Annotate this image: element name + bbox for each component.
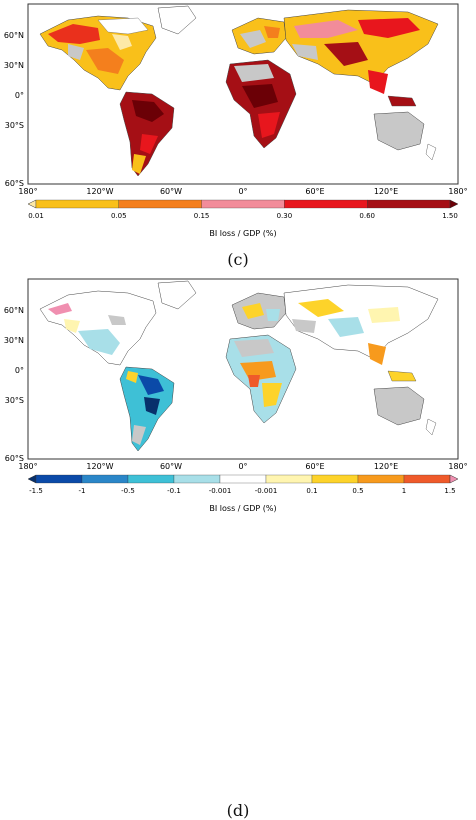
lon-tick: 120°W — [86, 462, 113, 471]
colorbar-tick-label: 0.15 — [194, 212, 210, 220]
colorbar-segment — [81, 474, 129, 484]
land-oceania — [373, 95, 437, 161]
land-asia — [283, 284, 439, 365]
land-africa — [225, 334, 297, 424]
land-asia — [283, 9, 439, 94]
lon-tick: 120°E — [374, 187, 398, 196]
lat-axis-labels: 60°N 30°N 0° 30°S 60°S — [4, 306, 24, 463]
land-south-america — [119, 91, 175, 177]
colorbar-segment — [284, 199, 368, 209]
colorbar-segment — [311, 474, 359, 484]
colorbar-tick-label: 1 — [402, 487, 406, 495]
map-panel-d: 60°N 30°N 0° 30°S 60°S 180° 120°W 60°W 0… — [0, 275, 476, 820]
lat-tick: 0° — [15, 366, 24, 375]
map-panel-c: 60°N 30°N 0° 30°S 60°S 180° 120°W 60°W 0… — [0, 0, 476, 270]
colorbar-extend-low — [27, 474, 37, 484]
lon-tick: 120°W — [86, 187, 113, 196]
land-africa — [225, 59, 297, 149]
lat-tick: 60°S — [5, 179, 24, 188]
land-europe — [231, 292, 287, 330]
colorbar-tick-label: 0.5 — [352, 487, 363, 495]
colorbar-extend-high — [449, 474, 459, 484]
colorbar-segment — [403, 474, 451, 484]
colorbar-tick-label: 0.60 — [359, 212, 375, 220]
colorbar: -1.5 -1 -0.5 -0.1 -0.001 -0.001 0.1 0.5 1 1.5 — [27, 474, 459, 495]
colorbar-tick-label: -0.1 — [167, 487, 181, 495]
colorbar-tick-label: -0.5 — [121, 487, 135, 495]
colorbar-segment — [219, 474, 267, 484]
lat-tick: 60°S — [5, 454, 24, 463]
colorbar-segment — [201, 199, 285, 209]
colorbar-tick-label: 1.50 — [442, 212, 458, 220]
colorbar: 0.01 0.05 0.15 0.30 0.60 1.50 — [27, 199, 459, 220]
colorbar-segment — [127, 474, 175, 484]
land-south-america — [119, 366, 175, 452]
panel-label: (c) — [227, 250, 249, 269]
lat-tick: 30°N — [4, 61, 24, 70]
map-figure-d: 60°N 30°N 0° 30°S 60°S 180° 120°W 60°W 0… — [4, 278, 468, 513]
colorbar-segment — [367, 199, 451, 209]
colorbar-tick-label: 0.05 — [111, 212, 127, 220]
lon-tick: 180° — [448, 462, 467, 471]
land-europe — [231, 17, 287, 55]
colorbar-segment — [265, 474, 313, 484]
lon-tick: 60°E — [305, 187, 324, 196]
colorbar-tick-label: -1.5 — [29, 487, 43, 495]
land-north-america — [39, 15, 157, 91]
lat-tick: 30°N — [4, 336, 24, 345]
colorbar-tick-label: -1 — [79, 487, 86, 495]
lon-axis-labels: 180° 120°W 60°W 0° 60°E 120°E 180° — [18, 462, 467, 471]
colorbar-segment — [173, 474, 221, 484]
colorbar-segment — [35, 199, 119, 209]
colorbar-title: BI loss / GDP (%) — [209, 504, 276, 513]
colorbar-tick-label: -0.001 — [255, 487, 278, 495]
land-oceania — [373, 370, 437, 436]
colorbar-segment — [357, 474, 405, 484]
colorbar-tick-label: 0.30 — [277, 212, 293, 220]
lon-tick: 180° — [18, 462, 37, 471]
map-figure-c: 60°N 30°N 0° 30°S 60°S 180° 120°W 60°W 0… — [4, 3, 468, 238]
lat-axis-labels: 60°N 30°N 0° 30°S 60°S — [4, 31, 24, 188]
lat-tick: 30°S — [5, 121, 24, 130]
land-north-america — [39, 290, 157, 366]
colorbar-segment — [35, 474, 83, 484]
lat-tick: 0° — [15, 91, 24, 100]
lon-tick: 60°W — [160, 187, 182, 196]
lon-axis-labels: 180° 120°W 60°W 0° 60°E 120°E 180° — [18, 187, 467, 196]
lon-tick: 60°E — [305, 462, 324, 471]
land-greenland — [157, 280, 197, 310]
panel-label: (d) — [226, 801, 250, 820]
colorbar-tick-label: 1.5 — [444, 487, 455, 495]
lon-tick: 0° — [238, 462, 247, 471]
lat-tick: 60°N — [4, 31, 24, 40]
lon-tick: 180° — [448, 187, 467, 196]
land-greenland — [157, 5, 197, 35]
lon-tick: 60°W — [160, 462, 182, 471]
colorbar-tick-label: 0.01 — [28, 212, 44, 220]
colorbar-tick-label: 0.1 — [306, 487, 317, 495]
lat-tick: 30°S — [5, 396, 24, 405]
lon-tick: 180° — [18, 187, 37, 196]
colorbar-segment — [118, 199, 202, 209]
colorbar-extend-low — [27, 199, 37, 209]
colorbar-extend-high — [449, 199, 459, 209]
colorbar-title: BI loss / GDP (%) — [209, 229, 276, 238]
lat-tick: 60°N — [4, 306, 24, 315]
lon-tick: 120°E — [374, 462, 398, 471]
colorbar-tick-label: -0.001 — [209, 487, 232, 495]
lon-tick: 0° — [238, 187, 247, 196]
